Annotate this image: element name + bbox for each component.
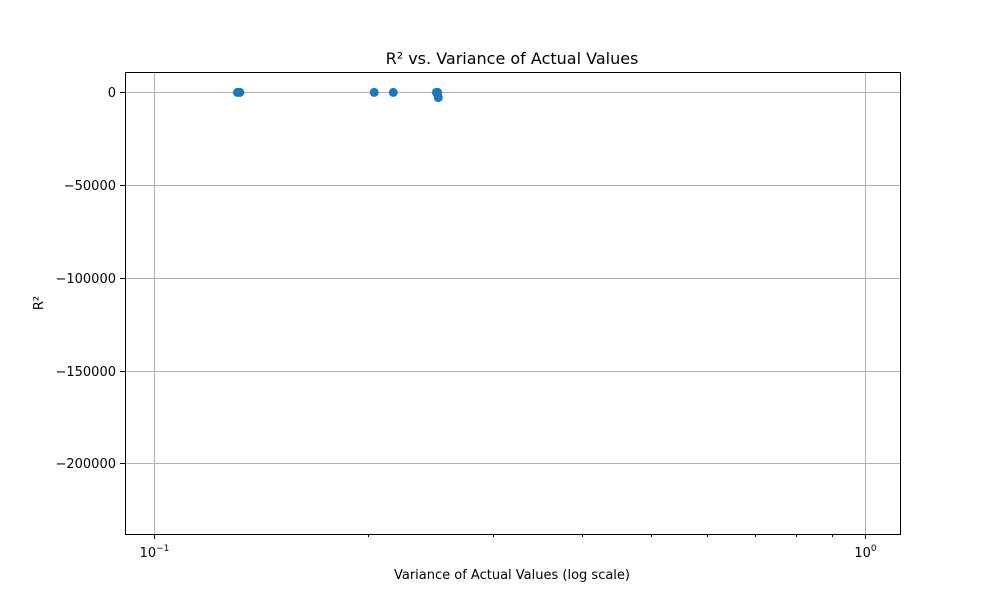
y-tick-label: −100000 <box>55 272 116 287</box>
y-axis-label: R² <box>32 296 47 310</box>
x-axis-label: Variance of Actual Values (log scale) <box>394 568 630 583</box>
x-tick-label: 100 <box>854 544 877 561</box>
grid <box>125 72 900 534</box>
plot-frame <box>125 72 901 535</box>
data-points <box>232 87 443 103</box>
chart-title: R² vs. Variance of Actual Values <box>386 49 639 68</box>
y-tick-label: −50000 <box>64 179 116 194</box>
x-tick-label: 10−1 <box>140 544 170 561</box>
data-point <box>369 87 379 97</box>
y-tick-label: 0 <box>108 86 116 101</box>
data-point <box>433 93 443 103</box>
axis-ticks: 0 −50000 −100000 −150000 −200000 10−1 100 <box>55 86 876 561</box>
data-point <box>235 87 245 97</box>
data-point <box>388 87 398 97</box>
y-tick-label: −200000 <box>55 457 116 472</box>
y-tick-label: −150000 <box>55 365 116 380</box>
